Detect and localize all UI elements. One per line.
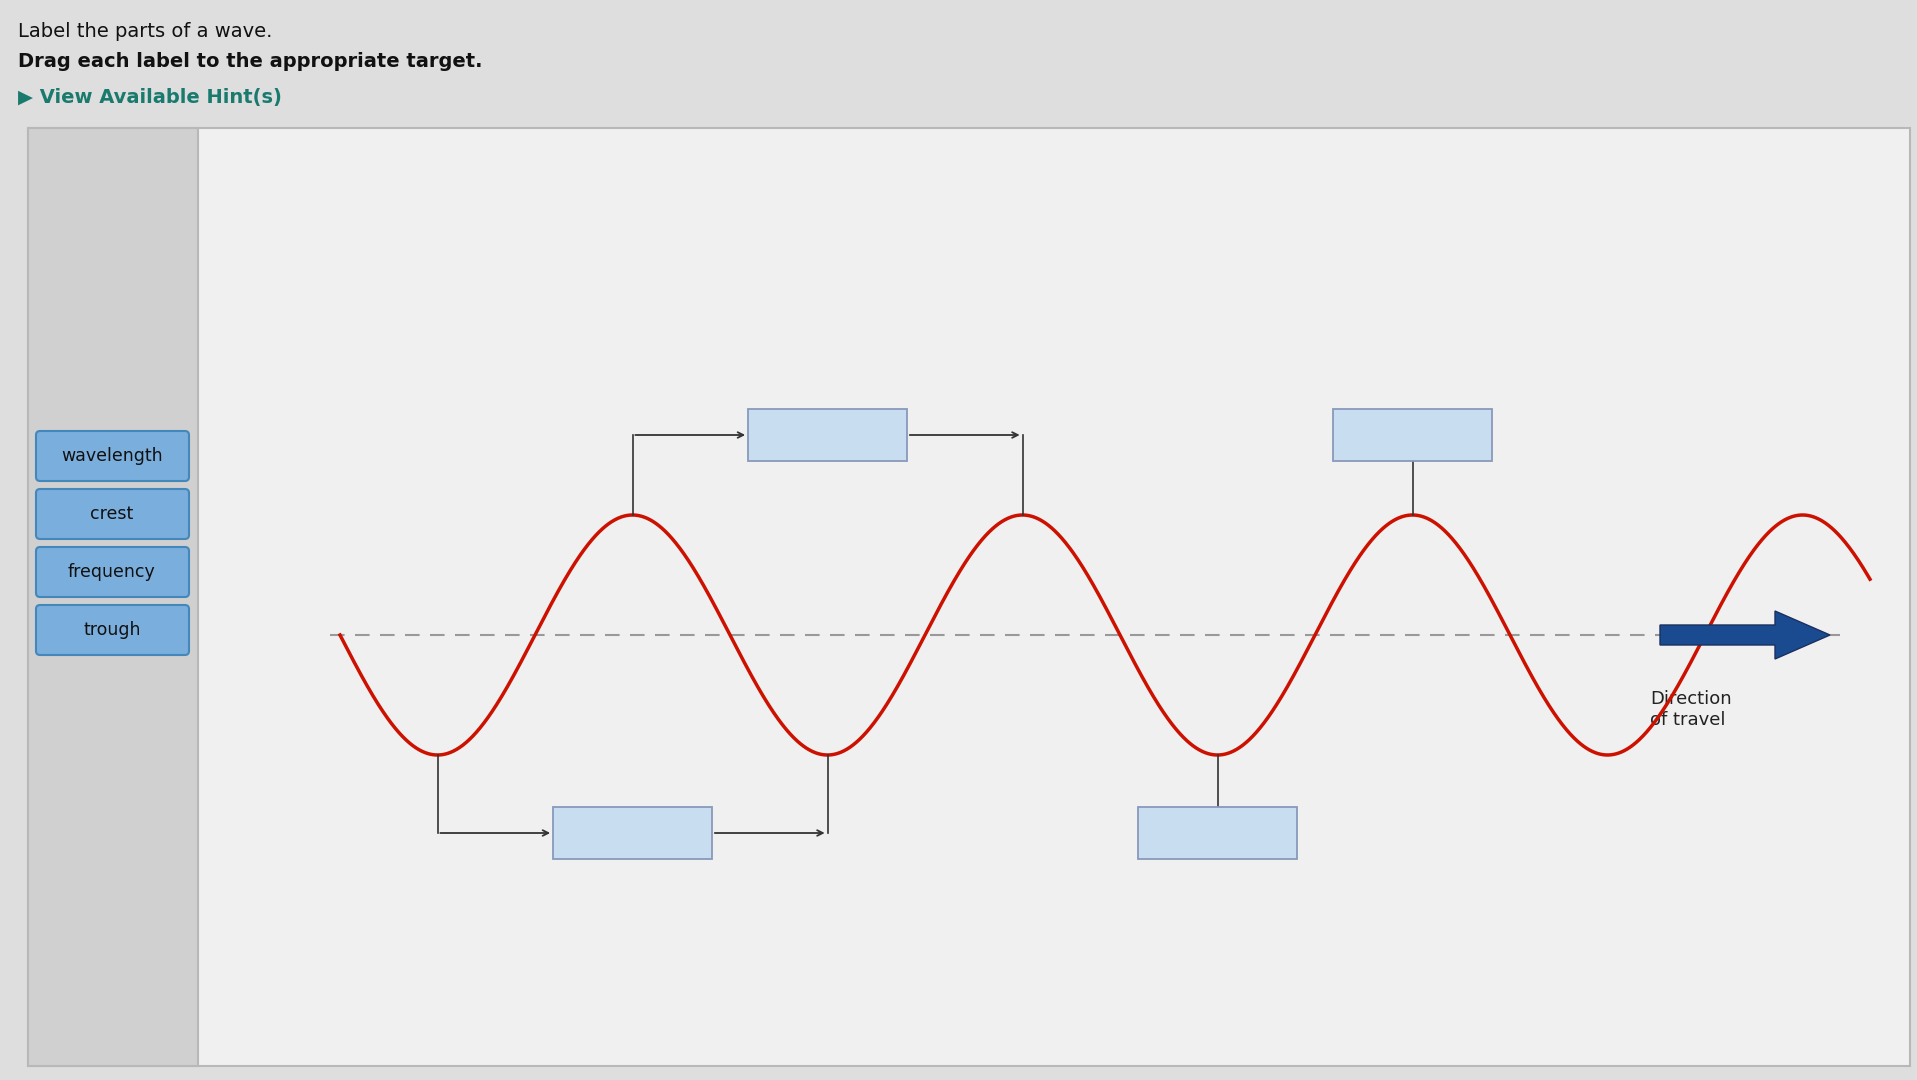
Text: Direction
of travel: Direction of travel <box>1651 690 1731 729</box>
Text: frequency: frequency <box>69 563 155 581</box>
FancyBboxPatch shape <box>36 489 190 539</box>
Text: trough: trough <box>82 621 140 639</box>
Text: wavelength: wavelength <box>61 447 163 465</box>
FancyBboxPatch shape <box>36 546 190 597</box>
FancyBboxPatch shape <box>1332 409 1491 461</box>
Text: Label the parts of a wave.: Label the parts of a wave. <box>17 22 272 41</box>
Text: Drag each label to the appropriate target.: Drag each label to the appropriate targe… <box>17 52 483 71</box>
FancyBboxPatch shape <box>29 129 1909 1066</box>
FancyBboxPatch shape <box>748 409 907 461</box>
FancyBboxPatch shape <box>552 807 711 859</box>
FancyBboxPatch shape <box>36 605 190 654</box>
FancyArrow shape <box>1660 611 1831 659</box>
Text: ▶ View Available Hint(s): ▶ View Available Hint(s) <box>17 87 282 107</box>
FancyBboxPatch shape <box>1139 807 1298 859</box>
FancyBboxPatch shape <box>29 129 197 1066</box>
FancyBboxPatch shape <box>36 431 190 481</box>
Text: crest: crest <box>90 505 134 523</box>
